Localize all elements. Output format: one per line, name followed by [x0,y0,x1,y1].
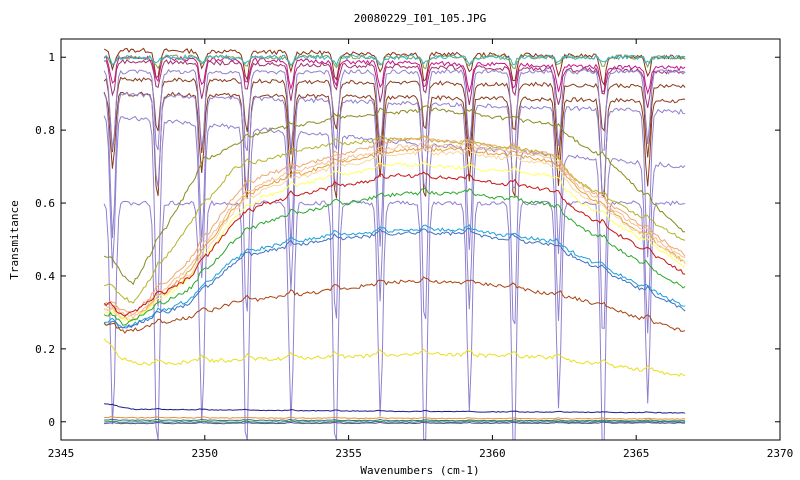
series-layer [103,47,686,441]
series-line [104,144,686,322]
series-line [103,105,686,286]
series-line [103,171,686,317]
series-line [103,54,686,67]
plot-frame [60,38,781,441]
series-line [104,55,686,95]
series-line [103,68,686,152]
x-tick-label: 2345 [48,447,75,460]
x-axis: 2345 2350 2355 2360 2365 2370 [48,39,794,460]
series-line [103,92,686,258]
series-line [103,420,686,423]
series-line [103,148,686,322]
series-line [104,58,686,109]
y-tick-label: 0.2 [35,343,55,356]
series-line [104,224,686,329]
chart-title: 20080229_I01_105.JPG [354,12,486,25]
y-tick-label: 0.4 [35,270,55,283]
x-tick-label: 2370 [767,447,794,460]
y-tick-label: 1 [48,51,55,64]
series-line [104,403,686,414]
series-line [103,421,686,425]
series-line [103,338,686,377]
series-line [103,227,686,329]
y-axis: 0 0.2 0.4 0.6 0.8 1 [35,51,780,429]
x-tick-label: 2355 [335,447,362,460]
series-line [103,135,686,316]
x-tick-label: 2365 [623,447,650,460]
y-tick-label: 0.8 [35,124,55,137]
series-line [104,418,686,422]
x-tick-label: 2360 [479,447,506,460]
y-tick-label: 0 [48,416,55,429]
series-line [103,187,686,326]
series-line [103,47,686,87]
series-line [104,416,686,420]
y-axis-label: Transmitance [8,200,21,279]
x-tick-label: 2350 [192,447,219,460]
series-line [103,139,686,320]
x-axis-label: Wavenumbers (cm-1) [360,464,479,477]
series-line [103,135,686,304]
series-line [103,276,686,334]
series-line [103,199,686,441]
y-tick-label: 0.6 [35,197,55,210]
